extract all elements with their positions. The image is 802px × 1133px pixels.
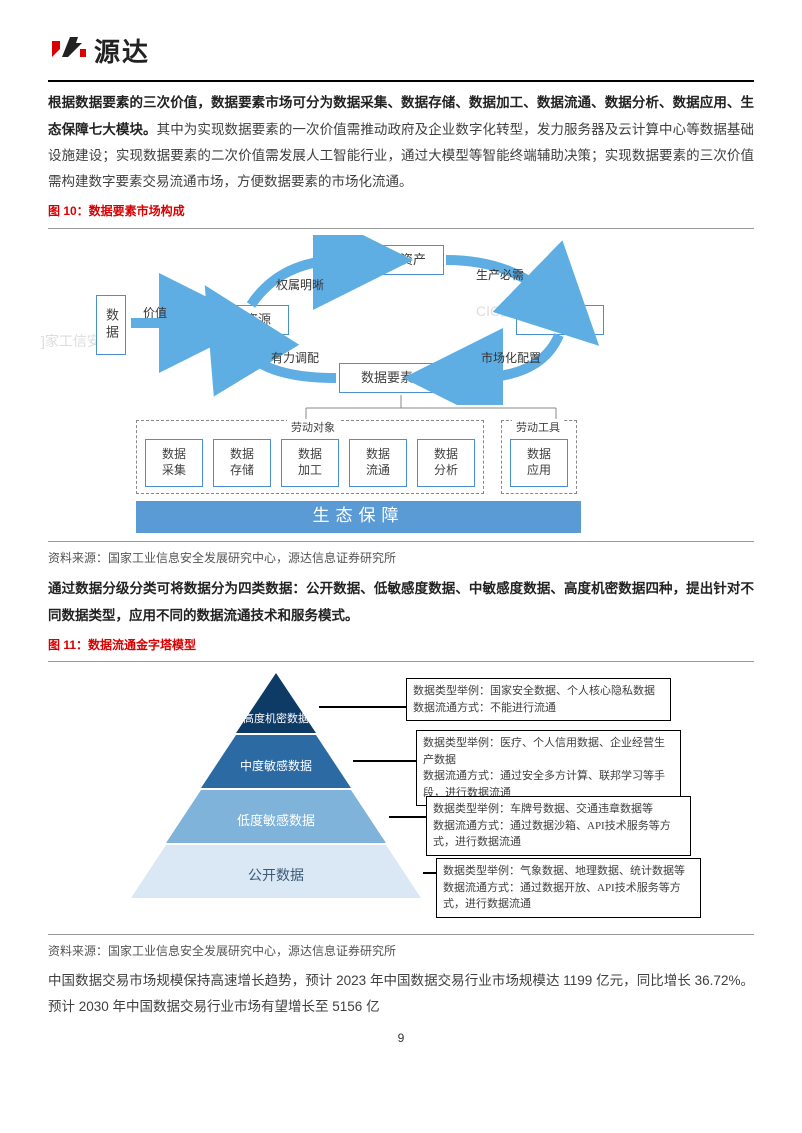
- paragraph-1: 根据数据要素的三次价值，数据要素市场可分为数据采集、数据存储、数据加工、数据流通…: [48, 90, 754, 195]
- label-production: 生产必需: [476, 265, 524, 285]
- label-market-alloc: 市场化配置: [481, 348, 541, 368]
- figure10-source: 资料来源：国家工业信息安全发展研究中心，源达信息证券研究所: [48, 548, 754, 568]
- label-value: 价值: [143, 303, 167, 323]
- pyramid-level-4: 公开数据: [181, 865, 371, 889]
- divider: [48, 934, 754, 935]
- brand-name: 源达: [94, 30, 150, 74]
- module-1: 数据采集: [145, 439, 203, 487]
- callout-line-1: [319, 706, 406, 708]
- callout-4: 数据类型举例：气象数据、地理数据、统计数据等数据流通方式：通过数据开放、API技…: [436, 858, 701, 918]
- module-group-2: 劳动工具 数据应用: [501, 420, 577, 494]
- eco-bar: 生态保障: [136, 501, 581, 533]
- callout-line-2: [353, 760, 416, 762]
- module-2: 数据存储: [213, 439, 271, 487]
- logo-icon: [48, 30, 88, 74]
- paragraph-2: 通过数据分级分类可将数据分为四类数据：公开数据、低敏感度数据、中敏感度数据、高度…: [48, 576, 754, 629]
- label-ownership: 权属明晰: [276, 275, 324, 295]
- callout-1: 数据类型举例：国家安全数据、个人核心隐私数据数据流通方式：不能进行流通: [406, 678, 671, 721]
- module-group-1: 劳动对象 数据采集 数据存储 数据加工 数据流通 数据分析: [136, 420, 484, 494]
- figure11-label: 图 11：数据流通金字塔模型: [48, 635, 754, 655]
- callout-2: 数据类型举例：医疗、个人信用数据、企业经营生产数据数据流通方式：通过安全多方计算…: [416, 730, 681, 806]
- divider: [48, 228, 754, 229]
- figure11-diagram: 高度机密数据 中度敏感数据 低度敏感数据 公开数据 数据类型举例：国家安全数据、…: [81, 668, 721, 928]
- header-divider: [48, 80, 754, 82]
- page-number: 9: [48, 1028, 754, 1048]
- module-6: 数据应用: [510, 439, 568, 487]
- pyramid-level-2: 中度敏感数据: [211, 756, 341, 776]
- callout-line-3: [389, 816, 426, 818]
- label-regulation: 有力调配: [271, 348, 319, 368]
- paragraph-3: 中国数据交易市场规模保持高速增长趋势，预计 2023 年中国数据交易行业市场规模…: [48, 968, 754, 1021]
- module-5: 数据分析: [417, 439, 475, 487]
- figure10-diagram: ]家工信安全 CIC国家工信 数据 数据资源 数据资产 数据要素 数据要素市场 …: [81, 235, 721, 535]
- figure11-source: 资料来源：国家工业信息安全发展研究中心，源达信息证券研究所: [48, 941, 754, 961]
- page-header: 源达: [48, 30, 754, 74]
- module-4: 数据流通: [349, 439, 407, 487]
- group1-label: 劳动对象: [287, 419, 339, 438]
- brand-logo: 源达: [48, 30, 150, 74]
- divider: [48, 661, 754, 662]
- divider: [48, 541, 754, 542]
- figure10-label: 图 10：数据要素市场构成: [48, 201, 754, 221]
- flow-arrows: [81, 235, 721, 405]
- callout-line-4: [423, 872, 436, 874]
- paragraph-2-bold: 通过数据分级分类可将数据分为四类数据：公开数据、低敏感度数据、中敏感度数据、高度…: [48, 581, 754, 622]
- pyramid-level-1: 高度机密数据: [226, 710, 326, 729]
- group2-label: 劳动工具: [512, 419, 564, 438]
- callout-3: 数据类型举例：车牌号数据、交通违章数据等数据流通方式：通过数据沙箱、API技术服…: [426, 796, 691, 856]
- module-3: 数据加工: [281, 439, 339, 487]
- pyramid-level-3: 低度敏感数据: [196, 810, 356, 832]
